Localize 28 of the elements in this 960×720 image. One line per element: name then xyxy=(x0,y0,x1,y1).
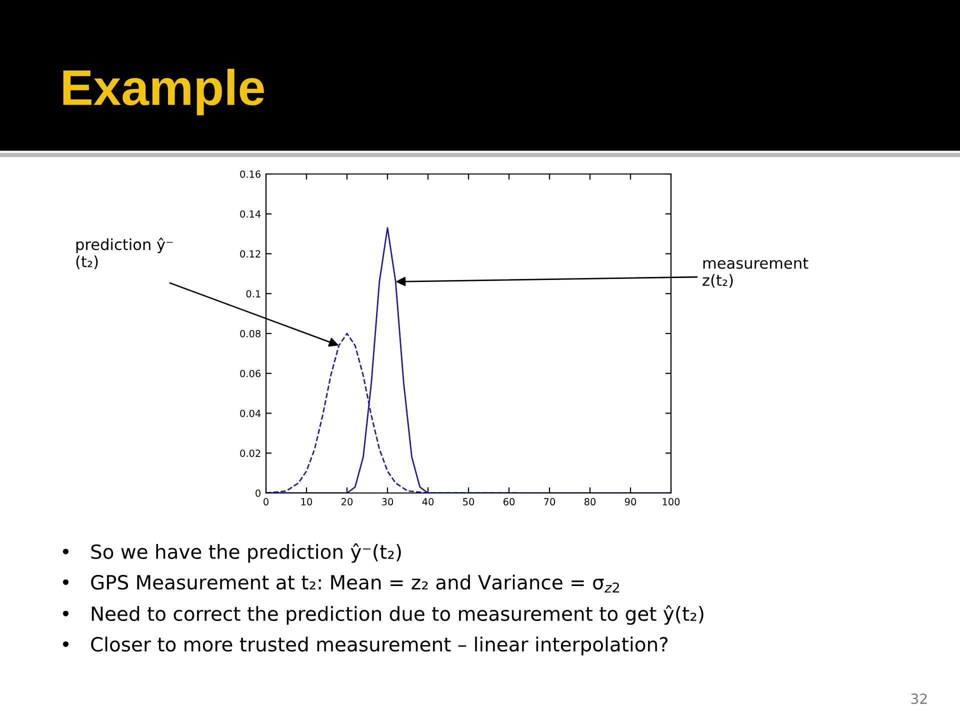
y-tick-label: 0.08 xyxy=(240,330,260,338)
y-tick-label: 0.16 xyxy=(240,170,261,178)
x-tick-label: 30 xyxy=(382,498,394,506)
x-tick-label: 10 xyxy=(301,498,312,506)
y-tick-label: 0.1 xyxy=(246,290,260,298)
text: 32 xyxy=(911,694,927,704)
annotation: measurement z(t₂) xyxy=(702,258,808,288)
y-tick-label: 0.14 xyxy=(240,210,261,218)
text: • GPS Measurement at t₂: Mean = z₂ and Variance = σ$_{z2}$ xyxy=(62,574,619,593)
x-tick-label: 20 xyxy=(342,498,353,506)
y-tick-label: 0.02 xyxy=(240,450,260,457)
x-tick-label: 90 xyxy=(624,498,636,506)
y-tick-label: 0.04 xyxy=(240,410,261,418)
x-tick-label: 40 xyxy=(422,498,434,506)
text: • Need to correct the prediction due to measurement to get ŷ(t₂) xyxy=(62,605,704,625)
y-tick-label: 0.12 xyxy=(240,250,260,258)
text: • So we have the prediction ŷ⁻(t₂) xyxy=(62,543,401,563)
x-tick-label: 60 xyxy=(503,498,515,506)
x-tick-label: 0 xyxy=(264,498,268,506)
x-tick-label: 70 xyxy=(544,498,556,506)
x-tick-label: 50 xyxy=(463,498,474,506)
annotation: prediction ŷ⁻ (t₂) xyxy=(76,238,173,270)
y-tick-label: 0 xyxy=(256,489,260,497)
text: • Closer to more trusted measurement – linear interpolation? xyxy=(62,636,668,656)
y-tick-label: 0.06 xyxy=(240,370,261,378)
x-tick-label: 100 xyxy=(662,498,680,506)
x-tick-label: 80 xyxy=(584,498,596,506)
chart-title: Example xyxy=(63,68,264,116)
